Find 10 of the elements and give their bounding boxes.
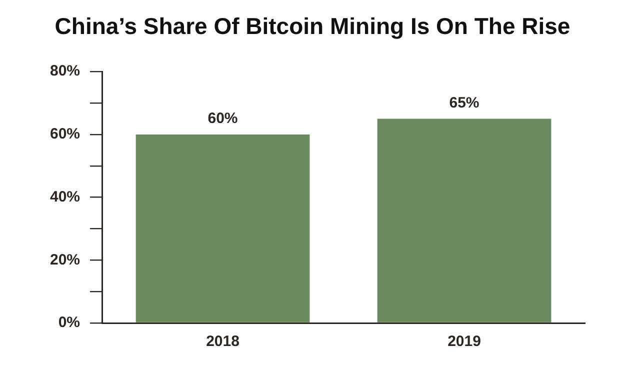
y-tick-label: 0% xyxy=(58,314,80,332)
y-tick-label: 20% xyxy=(50,251,80,268)
y-tick-label: 40% xyxy=(50,188,80,206)
data-label: 60% xyxy=(208,110,238,128)
x-tick-label: 2018 xyxy=(206,333,240,350)
x-tick-label: 2019 xyxy=(448,333,481,350)
chart-title: China’s Share Of Bitcoin Mining Is On The Rise xyxy=(54,13,570,40)
data-label: 65% xyxy=(449,94,480,112)
y-tick-label: 60% xyxy=(50,126,80,143)
y-tick-label: 80% xyxy=(50,62,80,80)
